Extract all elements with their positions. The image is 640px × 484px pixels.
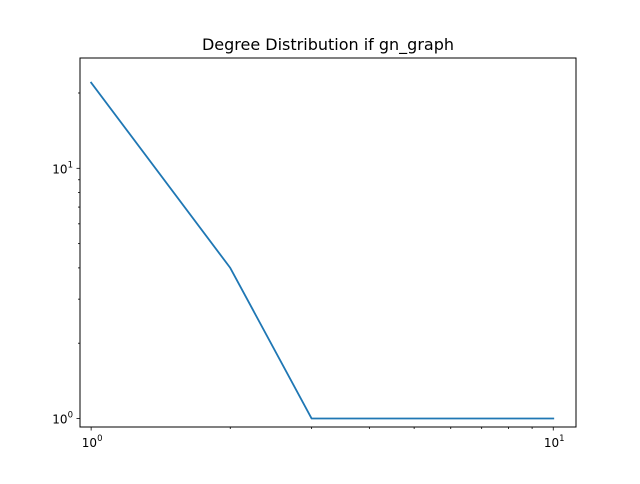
- x-tick-label-exponent: 1: [559, 434, 564, 444]
- y-tick-label-base: 10: [52, 162, 67, 176]
- x-tick-label-base: 10: [544, 436, 559, 450]
- y-tick-label-exponent: 0: [68, 411, 73, 421]
- x-tick-label: 101: [544, 434, 565, 450]
- y-tick-label-base: 10: [52, 413, 67, 427]
- x-tick-label-base: 10: [82, 436, 97, 450]
- y-tick-label: 101: [52, 160, 73, 176]
- y-tick-label: 100: [52, 411, 73, 427]
- series-layer: [89, 81, 555, 420]
- plot-frame: [79, 57, 577, 428]
- series-line-0: [89, 81, 555, 420]
- x-tick-label: 100: [82, 434, 103, 450]
- chart-title: Degree Distribution if gn_graph: [202, 35, 454, 55]
- y-tick-label-exponent: 1: [68, 160, 73, 170]
- x-tick-label-exponent: 0: [97, 434, 102, 444]
